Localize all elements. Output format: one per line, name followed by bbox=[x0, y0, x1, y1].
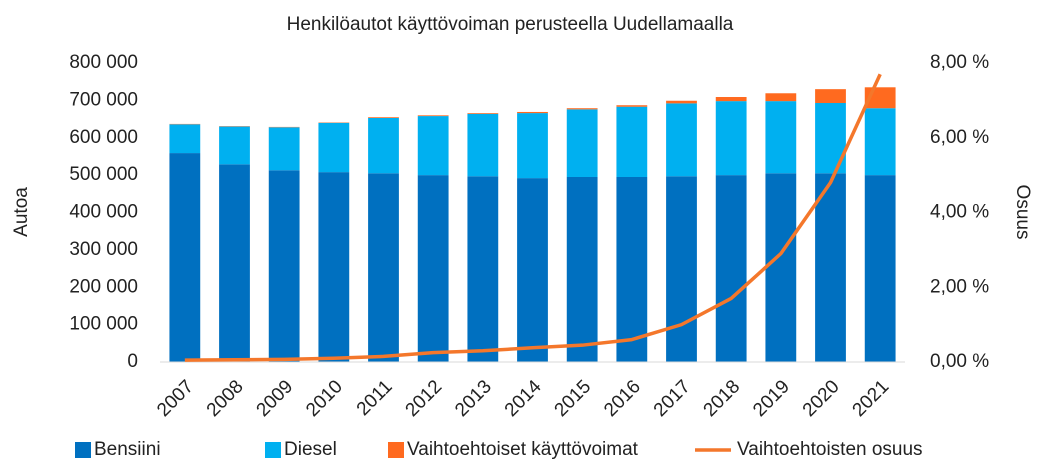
bar-segment bbox=[765, 173, 797, 362]
legend-swatch bbox=[388, 442, 404, 458]
y-tick-label: 300 000 bbox=[69, 239, 138, 260]
bar-segment bbox=[169, 124, 201, 154]
bar-segment bbox=[715, 175, 747, 362]
x-tick-label: 2018 bbox=[700, 376, 745, 421]
y2-tick-label: 4,00 % bbox=[930, 202, 989, 223]
bar-segment bbox=[368, 117, 399, 174]
bar-segment bbox=[815, 89, 846, 103]
y-tick-label: 600 000 bbox=[69, 127, 138, 148]
legend-swatch bbox=[75, 442, 91, 458]
y-tick-label: 200 000 bbox=[69, 276, 138, 297]
bar-segment bbox=[219, 126, 250, 165]
bar-segment bbox=[368, 173, 399, 362]
bar-segment bbox=[666, 176, 697, 362]
legend-label: Bensiini bbox=[94, 439, 161, 460]
y-tick-label: 0 bbox=[127, 351, 138, 372]
bar-segment bbox=[566, 109, 598, 177]
legend-label: Diesel bbox=[284, 439, 337, 460]
y2-axis-label: Osuus bbox=[1012, 185, 1033, 240]
x-tick-label: 2017 bbox=[650, 376, 695, 421]
x-tick-label: 2008 bbox=[203, 376, 248, 421]
bar-segment bbox=[467, 113, 499, 177]
line-series bbox=[184, 73, 882, 362]
y-axis-label: Autoa bbox=[11, 187, 32, 237]
bar-segment bbox=[318, 172, 350, 362]
bar-segment bbox=[467, 176, 499, 362]
bar-segment bbox=[517, 113, 548, 179]
y-tick-label: 500 000 bbox=[69, 164, 138, 185]
bar-segment bbox=[765, 93, 797, 102]
x-tick-label: 2019 bbox=[749, 376, 794, 421]
bar-segment bbox=[219, 164, 250, 362]
bar-segment bbox=[517, 178, 548, 362]
x-tick-label: 2007 bbox=[153, 376, 198, 421]
bar-segment bbox=[715, 97, 747, 102]
bar-segment bbox=[715, 101, 747, 176]
y2-tick-label: 8,00 % bbox=[930, 52, 989, 73]
legend-label: Vaihtoehtoisten osuus bbox=[737, 439, 923, 460]
bar-segment bbox=[417, 115, 449, 117]
bar-segment bbox=[566, 108, 598, 110]
x-tick-label: 2021 bbox=[849, 376, 894, 421]
y2-tick-label: 0,00 % bbox=[930, 351, 989, 372]
x-tick-label: 2015 bbox=[551, 376, 596, 421]
x-tick-label: 2010 bbox=[302, 376, 347, 421]
x-tick-label: 2011 bbox=[353, 376, 397, 420]
y2-tick-label: 6,00 % bbox=[930, 127, 989, 148]
x-tick-label: 2016 bbox=[600, 376, 645, 421]
x-tick-label: 2009 bbox=[253, 376, 298, 421]
bar-segment bbox=[268, 170, 300, 362]
bar-segment bbox=[169, 153, 201, 362]
bar-segment bbox=[666, 103, 697, 177]
bar-segment bbox=[318, 122, 350, 173]
bar-segment bbox=[467, 113, 499, 114]
legend-swatch bbox=[265, 442, 281, 458]
bar-segment bbox=[616, 106, 648, 177]
bar-segment bbox=[566, 176, 598, 362]
bar-segment bbox=[368, 117, 399, 118]
x-tick-label: 2013 bbox=[451, 376, 496, 421]
y-tick-label: 400 000 bbox=[69, 202, 138, 223]
y-tick-label: 100 000 bbox=[69, 314, 138, 335]
bar-segment bbox=[517, 111, 548, 114]
x-tick-label: 2020 bbox=[799, 376, 844, 421]
bar-segment bbox=[616, 176, 648, 362]
bar-segment bbox=[417, 116, 449, 176]
bar-segment bbox=[417, 175, 449, 362]
y-tick-label: 700 000 bbox=[69, 89, 138, 110]
bar-segment bbox=[765, 101, 797, 174]
y-tick-label: 800 000 bbox=[69, 52, 138, 73]
bar-segment bbox=[616, 105, 648, 107]
chart-title: Henkilöautot käyttövoiman perusteella Uu… bbox=[287, 14, 734, 35]
y2-tick-label: 2,00 % bbox=[930, 276, 989, 297]
bar-segment bbox=[864, 108, 896, 176]
bar-segment bbox=[666, 100, 697, 104]
x-tick-label: 2012 bbox=[402, 376, 447, 421]
x-tick-label: 2014 bbox=[501, 376, 546, 421]
bar-segment bbox=[815, 173, 846, 362]
legend-label: Vaihtoehtoiset käyttövoimat bbox=[407, 439, 639, 460]
bar-segment bbox=[864, 175, 896, 362]
bar-segment bbox=[268, 127, 300, 171]
